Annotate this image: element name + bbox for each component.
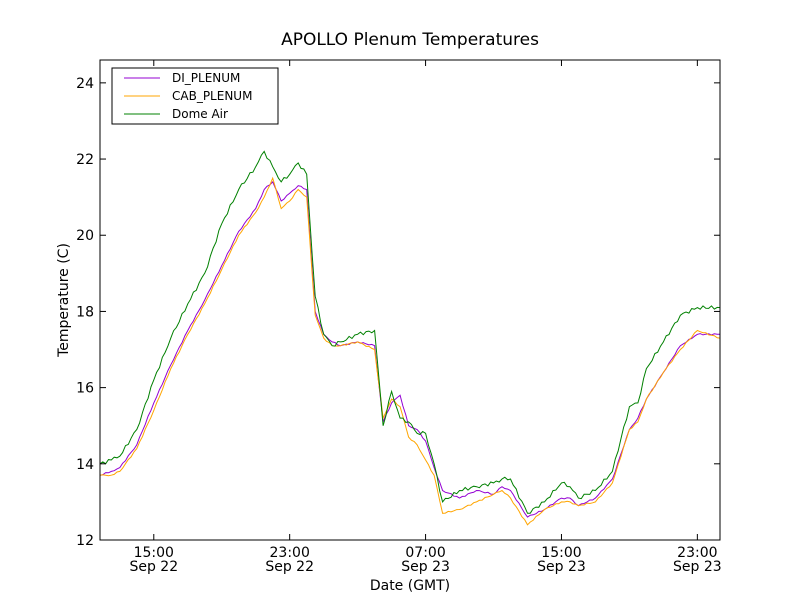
legend-label: CAB_PLENUM: [172, 89, 252, 103]
chart-title: APOLLO Plenum Temperatures: [281, 30, 539, 50]
legend-label: DI_PLENUM: [172, 71, 240, 85]
x-tick-label-date: Sep 22: [265, 559, 314, 575]
y-tick-label: 22: [76, 152, 94, 168]
series-line-dome-air: [99, 150, 721, 514]
x-tick-label-time: 23:00: [677, 545, 717, 561]
x-tick-label-date: Sep 22: [129, 559, 178, 575]
series-layer: [99, 150, 721, 526]
plot-frame: [99, 59, 721, 541]
x-tick-label-date: Sep 23: [673, 559, 722, 575]
x-tick-label-date: Sep 23: [401, 559, 450, 575]
series-line-di-plenum: [99, 181, 721, 518]
y-tick-label: 20: [76, 228, 94, 244]
y-tick-label: 18: [76, 304, 94, 320]
y-axis-label: Temperature (C): [56, 243, 72, 358]
x-tick-label-time: 15:00: [134, 545, 174, 561]
y-tick-label: 24: [76, 76, 94, 92]
y-tick-label: 14: [76, 457, 94, 473]
series-line-cab-plenum: [99, 176, 721, 526]
x-tick-label-date: Sep 23: [537, 559, 586, 575]
legend-label: Dome Air: [172, 107, 228, 121]
x-tick-label-time: 23:00: [270, 545, 310, 561]
x-axis-label: Date (GMT): [370, 578, 450, 594]
y-tick-label: 12: [76, 533, 94, 549]
x-tick-label-time: 15:00: [541, 545, 581, 561]
x-tick-label-time: 07:00: [405, 545, 445, 561]
legend: DI_PLENUM CAB_PLENUM Dome Air: [111, 67, 279, 125]
y-tick-label: 16: [76, 381, 94, 397]
